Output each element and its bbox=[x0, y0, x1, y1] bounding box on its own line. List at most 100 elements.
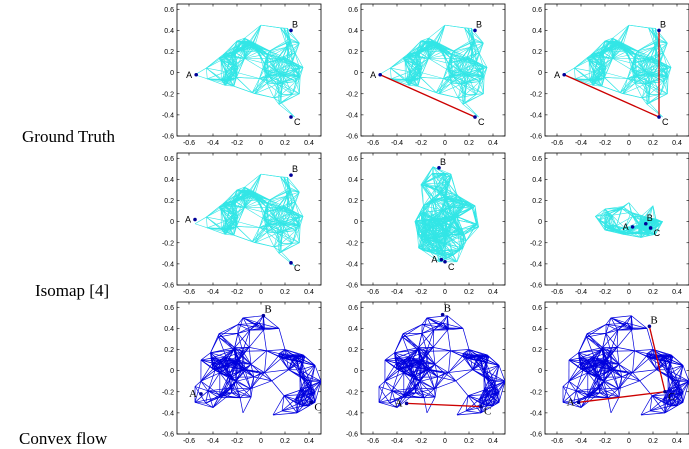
mesh-edge bbox=[291, 360, 301, 376]
mesh-edge bbox=[461, 81, 480, 85]
mesh-edge bbox=[212, 362, 229, 377]
mesh-edge bbox=[430, 251, 446, 260]
mesh-edge bbox=[207, 220, 226, 229]
point-label-B: B bbox=[440, 157, 446, 167]
x-tick-label: 0.2 bbox=[648, 140, 658, 147]
mesh-edge bbox=[277, 83, 293, 95]
mesh-edge bbox=[266, 75, 269, 84]
mesh-edge bbox=[424, 183, 446, 189]
mesh-edge bbox=[221, 58, 245, 61]
mesh-edge bbox=[591, 82, 594, 86]
mesh-edge bbox=[604, 40, 610, 44]
mesh-edge bbox=[645, 205, 654, 218]
mesh-edge bbox=[407, 72, 421, 83]
x-tick-label: -0.6 bbox=[183, 140, 195, 147]
mesh-edge bbox=[235, 71, 260, 79]
point-label-A: A bbox=[370, 70, 376, 80]
mesh-edge bbox=[194, 386, 209, 392]
mesh-edge bbox=[461, 74, 483, 85]
mesh-edge bbox=[219, 387, 232, 396]
mesh-edge bbox=[251, 78, 260, 93]
mesh-edge bbox=[404, 51, 418, 61]
mesh-edge bbox=[259, 322, 280, 329]
mesh-edge bbox=[593, 71, 605, 78]
mesh-edge bbox=[443, 78, 452, 84]
mesh-edge bbox=[252, 231, 268, 242]
mesh-edge bbox=[431, 166, 434, 174]
mesh-edge bbox=[244, 173, 262, 188]
mesh-edge bbox=[390, 68, 392, 79]
x-tick-label: 0 bbox=[443, 140, 447, 147]
mesh-edge bbox=[269, 187, 290, 201]
mesh-edge bbox=[432, 24, 446, 43]
mesh-edge bbox=[604, 229, 624, 235]
mesh-edge bbox=[595, 216, 606, 225]
mesh-edge bbox=[414, 205, 424, 222]
mesh-edge bbox=[414, 219, 432, 222]
mesh-edge bbox=[266, 58, 291, 65]
mesh-edge bbox=[595, 216, 606, 231]
mesh-edge bbox=[200, 380, 209, 392]
mesh-edge bbox=[422, 212, 446, 223]
mesh-edge bbox=[663, 81, 668, 94]
mesh-edge bbox=[601, 40, 606, 52]
mesh-edge bbox=[244, 53, 268, 59]
mesh-edge bbox=[634, 46, 656, 59]
mesh-edge bbox=[243, 196, 268, 204]
mesh-edge bbox=[223, 42, 242, 55]
y-tick-label: 0 bbox=[354, 70, 358, 77]
mesh-edge bbox=[236, 189, 242, 193]
mesh-edge bbox=[302, 381, 311, 395]
mesh-edge bbox=[309, 381, 316, 403]
mesh-edge bbox=[276, 61, 293, 72]
mesh-edge bbox=[604, 37, 613, 42]
point-C bbox=[289, 115, 293, 119]
mesh-edge bbox=[448, 357, 466, 373]
y-tick-label: 0.2 bbox=[532, 49, 542, 56]
mesh-edge bbox=[244, 368, 261, 374]
x-tick-label: -0.4 bbox=[391, 289, 403, 296]
mesh-edge bbox=[627, 78, 646, 85]
mesh-edge bbox=[645, 83, 661, 95]
mesh-edge bbox=[427, 234, 447, 240]
mesh-edge bbox=[266, 195, 288, 208]
mesh-edge bbox=[267, 202, 277, 220]
mesh-edge bbox=[466, 58, 483, 76]
panel-0-2: -0.6 -0.4 -0.2 0 0.2 0.40.60.40.20-0.2-0.4-0.… bbox=[530, 3, 689, 147]
mesh-edge bbox=[248, 24, 262, 43]
mesh-edge bbox=[254, 227, 260, 243]
mesh-edge bbox=[299, 77, 301, 94]
x-tick-label: 0.4 bbox=[304, 289, 314, 296]
mesh-edge bbox=[624, 220, 642, 229]
mesh-edge bbox=[454, 200, 463, 203]
mesh-edge bbox=[233, 349, 243, 352]
y-tick-label: 0 bbox=[538, 219, 542, 226]
path-segment-A-C bbox=[379, 74, 476, 118]
mesh-edge bbox=[243, 47, 268, 55]
mesh-edge bbox=[635, 50, 638, 55]
mesh-edge bbox=[206, 59, 222, 69]
mesh-edge bbox=[591, 82, 603, 87]
mesh-edge bbox=[384, 357, 396, 361]
mesh-edge bbox=[445, 258, 458, 263]
mesh-edge bbox=[309, 381, 316, 393]
mesh-edge bbox=[299, 354, 304, 376]
mesh-edge bbox=[473, 41, 484, 44]
point-label-C: C bbox=[448, 262, 455, 272]
mesh-edge bbox=[200, 372, 220, 382]
mesh-edge bbox=[231, 387, 241, 398]
mesh-edge bbox=[444, 235, 449, 245]
mesh-edge bbox=[218, 333, 235, 351]
point-A bbox=[193, 217, 197, 222]
mesh-edge bbox=[422, 249, 445, 257]
mesh-edge bbox=[450, 50, 454, 59]
point-label-C: C bbox=[478, 117, 485, 127]
mesh-edge bbox=[235, 220, 260, 228]
mesh-edge bbox=[230, 196, 245, 205]
mesh-edge bbox=[632, 63, 637, 76]
y-tick-label: -0.6 bbox=[346, 432, 358, 439]
mesh-edge bbox=[471, 42, 484, 48]
mesh-edge bbox=[206, 57, 220, 69]
mesh-edge bbox=[458, 94, 477, 99]
y-tick-label: -0.2 bbox=[346, 91, 358, 98]
